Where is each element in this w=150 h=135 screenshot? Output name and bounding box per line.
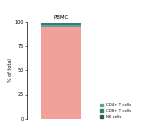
Y-axis label: % of total: % of total <box>8 58 13 82</box>
Legend: CD4+ T cells, CD8+ T cells, NK cells: CD4+ T cells, CD8+ T cells, NK cells <box>100 103 131 119</box>
Title: PBMC: PBMC <box>53 15 68 20</box>
Bar <box>40 27 81 119</box>
Bar <box>40 23 81 25</box>
Bar <box>40 25 81 27</box>
